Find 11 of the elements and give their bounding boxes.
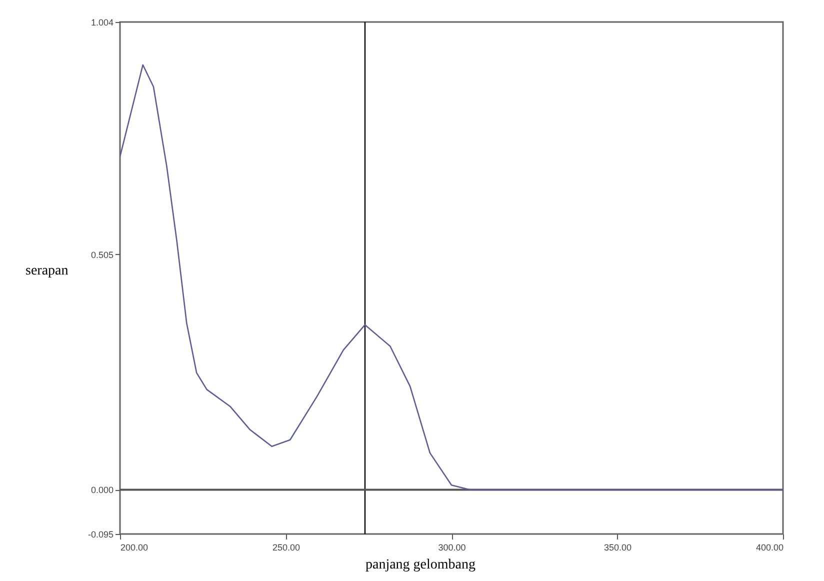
x-axis-title: panjang gelombang [365, 558, 476, 572]
x-tick-label: 350.00 [604, 542, 632, 552]
x-tick-label: 300.00 [438, 542, 466, 552]
y-axis-title: serapan [26, 264, 68, 278]
x-tick-label: 400.00 [756, 542, 784, 552]
y-tick-label: 0.505 [90, 250, 114, 260]
x-tick-label: 250.00 [272, 542, 300, 552]
x-tick-label: 200.00 [120, 542, 148, 552]
y-tick-label: 1.004 [90, 18, 114, 28]
y-tick-label: 0.000 [90, 485, 114, 496]
y-tick-label: -0.095 [88, 530, 114, 540]
